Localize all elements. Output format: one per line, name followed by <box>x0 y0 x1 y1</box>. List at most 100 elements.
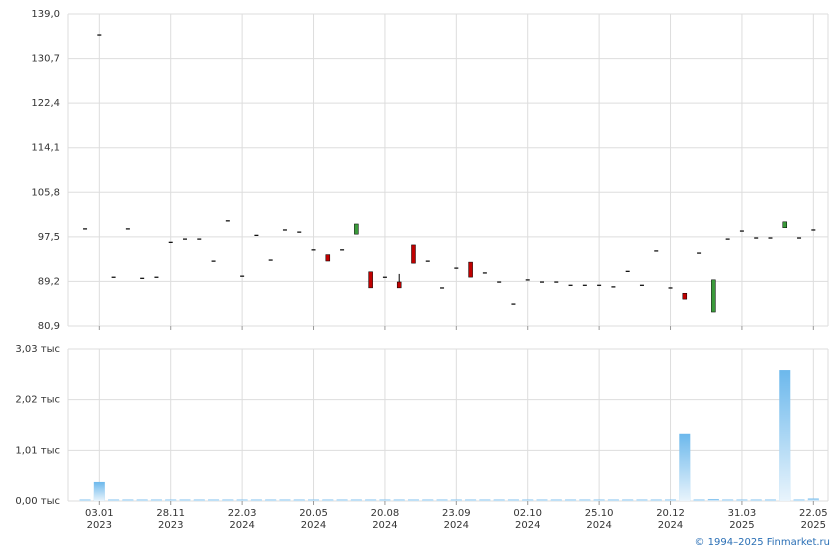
volume-bar-shade <box>665 499 677 501</box>
volume-bar-shade <box>636 499 648 501</box>
x-tick-label: 2024 <box>444 520 469 531</box>
volume-bar-shade <box>136 499 148 501</box>
volume-bar-shade <box>236 499 248 501</box>
candle-body <box>354 223 359 235</box>
x-tick-label: 2024 <box>658 520 683 531</box>
x-tick-label: 22.03 <box>228 508 257 519</box>
volume-bar-shade <box>607 499 619 501</box>
candle-body <box>754 237 759 239</box>
y2-tick-label: 3,03 тыс <box>15 344 60 355</box>
candle-body <box>540 281 544 283</box>
volume-bar-shade <box>522 499 534 501</box>
candle-body <box>639 284 644 286</box>
volume-bar-shade <box>436 499 448 501</box>
credit[interactable]: © 1994–2025 Finmarket.ru <box>694 537 830 548</box>
volume-bar-shade <box>465 499 477 501</box>
candle-body <box>183 238 187 240</box>
volume-bar-shade <box>93 481 105 501</box>
volume-bar-shade <box>222 499 234 501</box>
x-tick-label: 2024 <box>229 520 254 531</box>
x-tick-label: 2024 <box>515 520 540 531</box>
volume-bar-shade <box>279 499 291 501</box>
volume-bar-shade <box>250 499 262 501</box>
x-tick-label: 20.05 <box>299 508 328 519</box>
volume-bar-shade <box>579 499 591 501</box>
volume-bar-shade <box>79 499 91 501</box>
volume-bar-shade <box>165 499 177 501</box>
y2-tick-label: 1,01 тыс <box>15 445 60 456</box>
candle-body <box>340 249 345 251</box>
candle-body <box>83 228 88 230</box>
candle-body <box>197 238 202 240</box>
candle-body <box>554 281 559 283</box>
candle-body <box>625 270 630 272</box>
y2-tick-label: 2,02 тыс <box>15 395 60 406</box>
x-tick-label: 03.01 <box>85 508 114 519</box>
volume-bar-shade <box>393 499 405 501</box>
volume-bar-shade <box>764 499 776 501</box>
x-tick-label: 2025 <box>801 520 826 531</box>
candle-body <box>325 254 331 262</box>
candle-body <box>140 277 145 279</box>
candle-body <box>454 267 459 269</box>
candle-body <box>211 260 216 262</box>
candle-body <box>497 281 502 283</box>
volume-bar-shade <box>779 370 791 501</box>
x-tick-label: 25.10 <box>585 508 614 519</box>
volume-bar-shade <box>807 498 819 501</box>
volume-bar-shade <box>350 499 362 501</box>
candle-body <box>797 237 802 239</box>
volume-bar-shade <box>679 433 691 501</box>
volume-bar-shade <box>336 499 348 501</box>
volume-bar-shade <box>479 499 491 501</box>
volume-bar-shade <box>422 499 434 501</box>
candle-body <box>440 287 445 289</box>
volume-bar-shade <box>150 499 162 501</box>
volume-bar-shade <box>707 498 719 501</box>
candle-body <box>525 279 530 281</box>
volume-bar-shade <box>693 499 705 501</box>
volume-bar-shade <box>650 499 662 501</box>
volume-bar-shade <box>793 499 805 501</box>
x-tick-label: 20.08 <box>371 508 400 519</box>
candle-body <box>411 244 416 264</box>
volume-bar-shade <box>308 499 320 501</box>
x-tick-label: 2023 <box>87 520 112 531</box>
candle-body <box>482 272 487 274</box>
candle-body <box>382 276 387 278</box>
volume-bar-shade <box>507 499 519 501</box>
y-tick-label: 80,9 <box>38 321 60 332</box>
x-tick-label: 31.03 <box>728 508 757 519</box>
y2-tick-label: 0,00 тыс <box>15 496 60 507</box>
x-tick-label: 2023 <box>158 520 183 531</box>
volume-bar-shade <box>722 499 734 501</box>
candle-body <box>168 241 173 243</box>
volume-bar-shade <box>365 499 377 501</box>
candle-body <box>811 229 816 231</box>
volume-bar-shade <box>322 499 334 501</box>
candle-body <box>597 284 602 286</box>
candle-body <box>739 230 744 232</box>
volume-bar-shade <box>593 499 605 501</box>
x-tick-label: 20.12 <box>656 508 685 519</box>
candle-body <box>697 252 702 254</box>
candle-body <box>425 260 430 262</box>
volume-bar-shade <box>736 499 748 501</box>
candle-body <box>582 284 587 286</box>
x-tick-label: 2024 <box>372 520 397 531</box>
volume-bar-shade <box>407 499 419 501</box>
x-tick-label: 22.05 <box>799 508 828 519</box>
candle-body <box>711 279 716 313</box>
candle-body <box>125 228 130 230</box>
volume-bar-shade <box>622 499 634 501</box>
volume-bar-shade <box>122 499 134 501</box>
y-tick-label: 105,8 <box>31 187 60 198</box>
y-tick-label: 97,5 <box>38 232 60 243</box>
y-tick-label: 139,0 <box>31 9 60 20</box>
candle-body <box>225 220 230 222</box>
volume-bar-shade <box>379 499 391 501</box>
candle-body <box>511 303 516 305</box>
volume-bar-shade <box>293 499 305 501</box>
x-tick-label: 2024 <box>301 520 326 531</box>
